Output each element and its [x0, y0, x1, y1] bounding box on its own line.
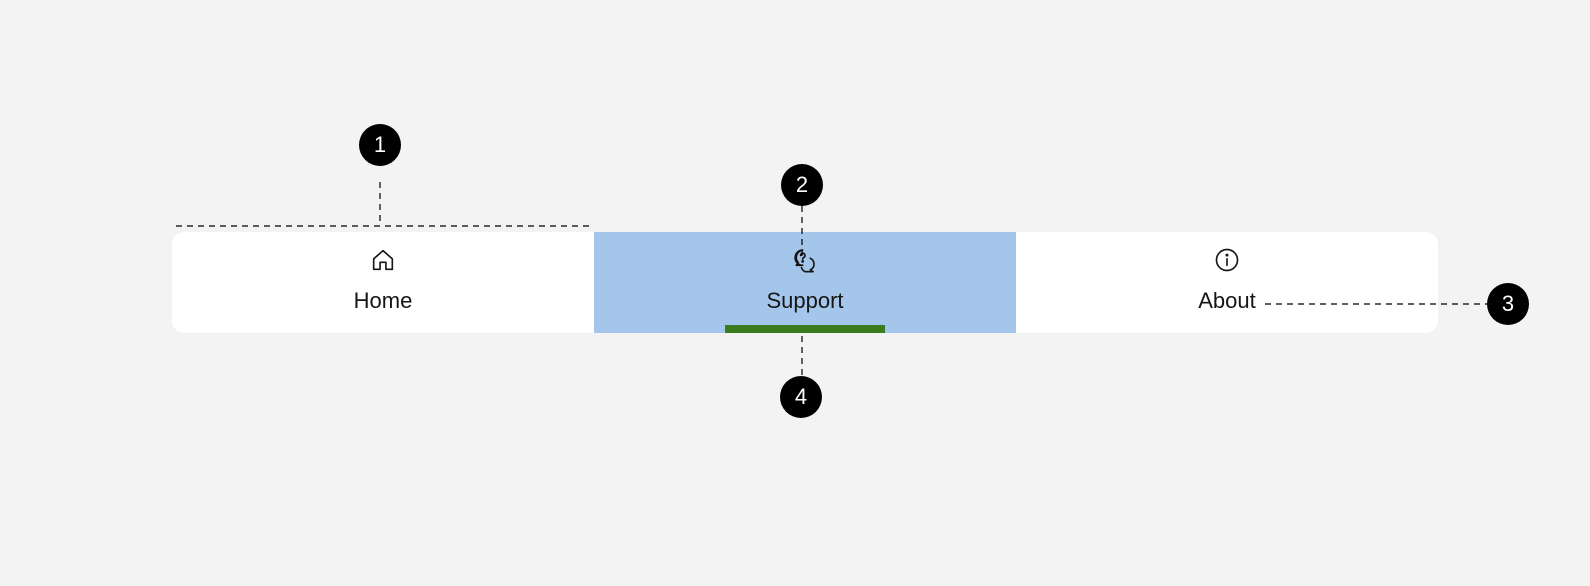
- callout-marker-3: 3: [1487, 283, 1529, 325]
- callout-marker-2: 2: [781, 164, 823, 206]
- info-icon: [1215, 248, 1239, 272]
- callout-marker-4: 4: [780, 376, 822, 418]
- callout-marker-1: 1: [359, 124, 401, 166]
- tab-home[interactable]: Home: [172, 232, 594, 333]
- tab-bar: Home Support About: [172, 232, 1438, 333]
- tab-label-home: Home: [353, 288, 413, 313]
- selected-tab-indicator: [725, 325, 885, 333]
- home-icon: [372, 249, 394, 271]
- tab-support[interactable]: Support: [594, 232, 1016, 333]
- tab-about[interactable]: About: [1016, 232, 1438, 333]
- support-chat-icon: [794, 249, 815, 273]
- tab-label-support: Support: [766, 288, 844, 313]
- tab-label-about: About: [1198, 288, 1256, 313]
